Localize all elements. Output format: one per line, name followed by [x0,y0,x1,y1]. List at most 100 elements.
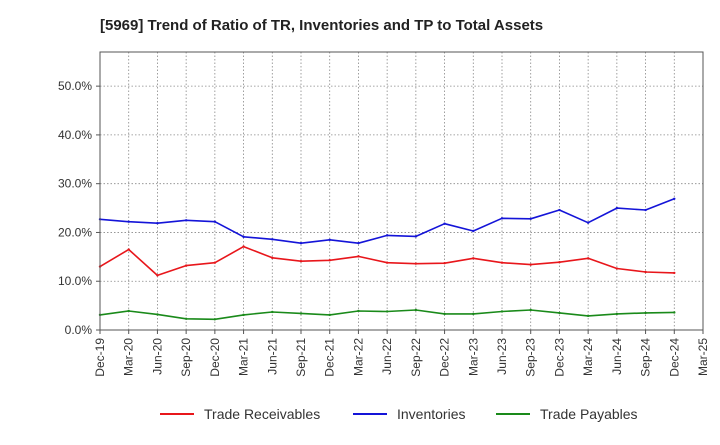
x-tick-label: Mar-25 [696,338,710,376]
data-point-inventories [673,197,676,201]
data-point-trade-payables [357,309,360,313]
data-point-inventories [385,234,389,237]
x-tick-label: Dec-22 [438,338,452,377]
data-point-trade-receivables [615,267,619,270]
data-point-inventories [271,238,274,241]
y-tick-label: 20.0% [58,225,92,239]
data-point-trade-payables [328,313,331,317]
y-tick-label: 50.0% [58,79,92,93]
y-tick-label: 40.0% [58,128,92,142]
data-point-trade-payables [644,311,647,315]
data-point-trade-payables [385,310,389,313]
data-point-trade-receivables [385,261,389,264]
data-point-trade-payables [500,310,504,313]
data-point-inventories [156,221,159,225]
data-point-trade-receivables [213,261,217,264]
data-point-trade-payables [443,312,446,316]
data-point-trade-receivables [328,259,331,262]
data-point-inventories [213,220,217,223]
x-tick-label: Jun-23 [495,338,509,375]
x-tick-label: Dec-24 [667,338,681,377]
data-point-trade-receivables [299,260,303,263]
x-tick-label: Sep-21 [294,338,308,377]
legend-label-trade-receivables: Trade Receivables [204,406,320,422]
x-tick-label: Mar-20 [122,338,136,376]
y-tick-label: 0.0% [65,323,93,337]
data-point-inventories [644,208,647,212]
data-point-inventories [443,222,446,225]
x-tick-label: Dec-23 [552,338,566,377]
data-point-inventories [472,229,475,233]
data-point-trade-payables [529,308,532,312]
data-point-trade-payables [156,313,159,316]
data-point-trade-payables [586,314,590,318]
x-tick-label: Sep-22 [409,338,423,377]
data-point-trade-receivables [414,262,418,265]
data-point-trade-receivables [271,256,274,260]
data-point-inventories [242,235,245,239]
data-point-trade-payables [673,311,676,314]
data-point-trade-payables [127,309,130,313]
x-tick-label: Dec-19 [93,338,107,377]
x-tick-label: Dec-21 [323,338,337,377]
y-axis-ticks: 0.0% 10.0% 20.0% 30.0% 40.0% 50.0% [58,79,100,337]
data-point-inventories [500,217,504,220]
x-tick-label: Jun-20 [150,338,164,375]
x-tick-label: Sep-23 [524,338,538,377]
legend-label-trade-payables: Trade Payables [540,406,638,422]
data-point-trade-payables [414,308,418,312]
legend: Trade Receivables Inventories Trade Payabl… [160,406,638,422]
y-tick-label: 30.0% [58,177,92,191]
plot-frame [99,51,704,331]
legend-label-inventories: Inventories [397,406,465,422]
data-point-trade-payables [242,313,245,317]
data-point-trade-payables [615,312,619,316]
data-point-trade-receivables [156,274,159,277]
data-point-inventories [586,221,590,224]
data-point-trade-payables [299,312,303,315]
x-tick-label: Sep-20 [179,338,193,377]
data-point-trade-receivables [242,245,245,248]
data-point-trade-receivables [558,261,561,264]
series-layer [98,197,676,321]
x-tick-label: Mar-24 [581,338,595,376]
x-tick-label: Mar-23 [466,338,480,376]
x-axis-ticks: Dec-19 Mar-20 Jun-20 Sep-20 Dec-20 Mar-21 Jun-… [93,330,710,377]
x-tick-label: Mar-22 [351,338,365,376]
data-point-trade-receivables [357,255,360,258]
data-point-trade-receivables [127,248,130,251]
data-point-inventories [357,241,360,245]
y-tick-label: 10.0% [58,274,92,288]
data-point-trade-payables [213,318,217,321]
data-point-inventories [184,219,188,222]
data-point-trade-receivables [500,261,504,264]
x-tick-label: Sep-24 [639,338,653,377]
data-point-trade-receivables [472,257,475,260]
data-point-inventories [529,217,532,220]
chart-title: [5969] Trend of Ratio of TR, Inventories… [100,17,543,34]
data-point-trade-payables [184,317,188,320]
data-point-inventories [299,241,303,245]
series-line-trade-receivables [99,245,675,277]
x-tick-label: Jun-24 [610,338,624,375]
x-tick-label: Jun-21 [265,338,279,375]
data-point-inventories [328,238,331,241]
data-point-trade-payables [558,311,561,315]
data-point-trade-payables [271,310,274,314]
data-point-trade-receivables [644,270,647,274]
data-point-inventories [414,235,418,238]
data-point-trade-payables [472,312,475,316]
x-tick-label: Mar-21 [237,338,251,376]
data-point-trade-receivables [184,264,188,267]
data-point-trade-receivables [673,271,676,275]
data-point-trade-receivables [529,263,532,266]
data-point-trade-receivables [443,261,446,265]
data-point-inventories [615,206,619,210]
grid [99,52,704,331]
data-point-inventories [558,208,561,212]
data-point-inventories [127,220,130,223]
x-tick-label: Jun-22 [380,338,394,375]
data-point-trade-receivables [586,257,590,260]
